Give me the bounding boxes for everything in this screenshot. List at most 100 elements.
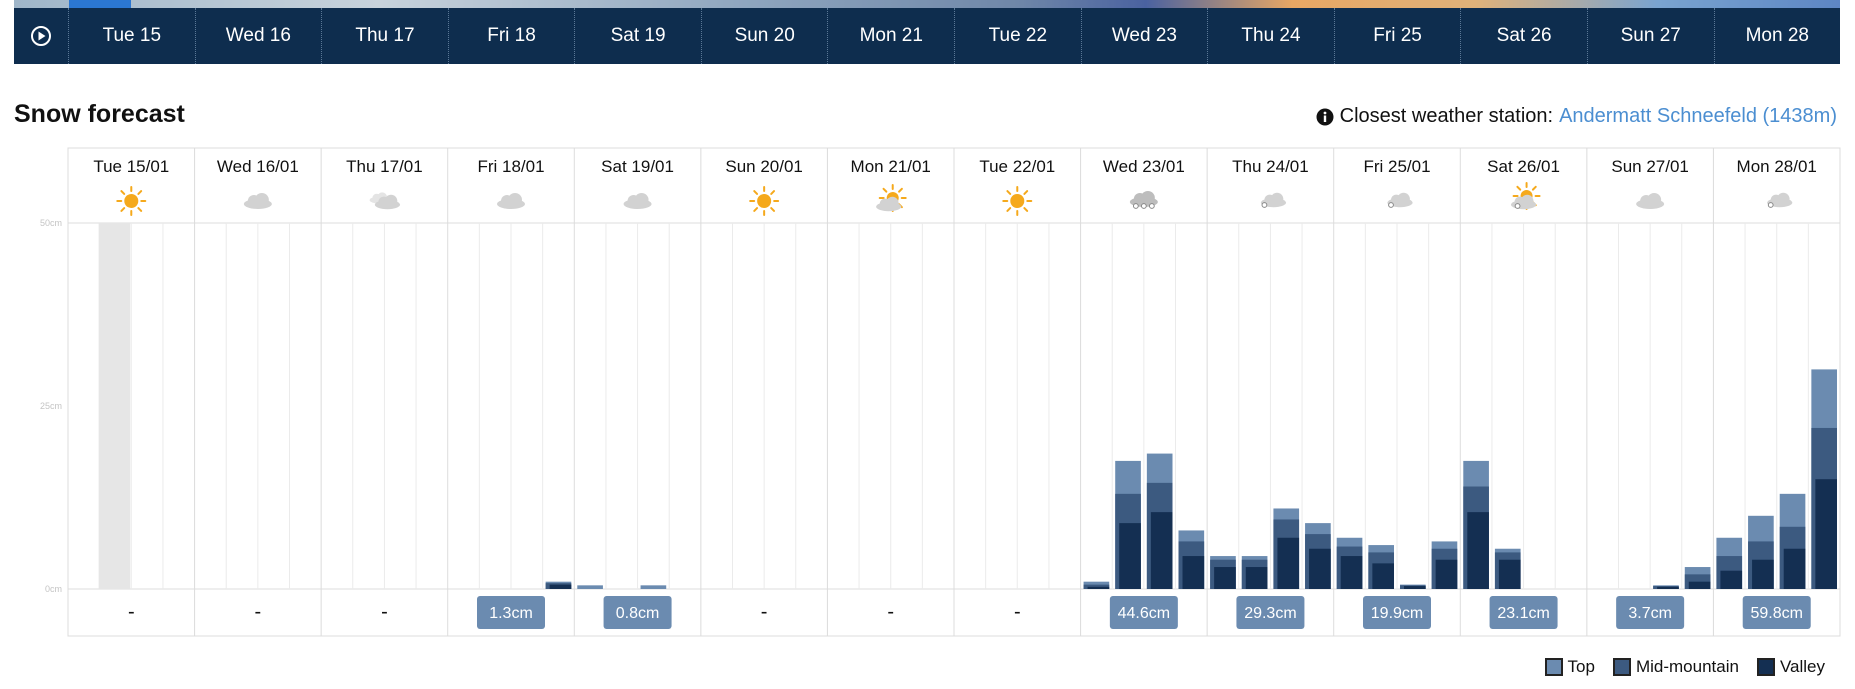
snow-bar-valley	[1404, 586, 1426, 589]
day-header-label: Mon 21/01	[851, 157, 931, 176]
cloud-icon	[243, 193, 272, 209]
timeline-day-tue-15[interactable]: Tue 15	[69, 8, 196, 64]
snow-cloud-icon	[1767, 192, 1793, 208]
snow-bar-top	[640, 585, 667, 589]
timeline-day-sun-27[interactable]: Sun 27	[1588, 8, 1715, 64]
play-button[interactable]	[14, 8, 69, 64]
timeline-day-tue-22[interactable]: Tue 22	[955, 8, 1082, 64]
snow-bar-valley	[1815, 479, 1837, 589]
legend-label-mid-mountain: Mid-mountain	[1635, 657, 1739, 676]
daily-total-value: 23.1cm	[1497, 605, 1549, 622]
legend-swatch-top	[1544, 658, 1563, 676]
daily-total-badge	[477, 596, 545, 629]
timeline-day-sat-19[interactable]: Sat 19	[575, 8, 702, 64]
map-selection-marker	[69, 0, 131, 8]
daily-total-badge	[1489, 596, 1558, 629]
legend-swatch-mid-mountain	[1612, 658, 1631, 676]
timeline-day-fri-18[interactable]: Fri 18	[449, 8, 576, 64]
day-header-label: Sat 19/01	[601, 157, 674, 176]
day-header-label: Sat 26/01	[1487, 157, 1560, 176]
y-tick-label: 50cm	[40, 218, 62, 228]
day-header-label: Wed 16/01	[217, 157, 299, 176]
sun-cloud-icon	[876, 184, 907, 212]
day-header-label: Mon 28/01	[1737, 157, 1817, 176]
snow-bar-top	[577, 585, 603, 589]
snow-bar-valley	[1182, 556, 1205, 589]
snow-bar-valley	[1498, 559, 1521, 589]
info-icon	[1316, 108, 1334, 125]
legend-label-top: Top	[1567, 657, 1595, 676]
snow-bar-valley	[1119, 523, 1141, 589]
station-label: Closest weather station:	[1339, 105, 1554, 127]
legend-item-valley: Valley	[1756, 657, 1825, 677]
cloud-icon	[497, 193, 525, 209]
daily-total-empty: -	[887, 601, 894, 623]
heavy-snow-icon	[1129, 191, 1158, 209]
day-column: Fri 18/01 1.3cm	[447, 148, 572, 636]
day-header-label: Sun 27/01	[1611, 157, 1689, 176]
sun-icon	[749, 186, 780, 216]
day-header-label: Fri 25/01	[1363, 157, 1430, 176]
daily-total-badge	[603, 596, 672, 629]
daily-total-empty: -	[761, 601, 768, 623]
legend-item-top: Top	[1544, 657, 1595, 677]
timeline-day-fri-25[interactable]: Fri 25	[1335, 8, 1462, 64]
sun-snow-icon	[1510, 182, 1541, 210]
map-strip	[14, 0, 1840, 8]
daily-total-value: 29.3cm	[1244, 605, 1296, 622]
day-header-label: Thu 17/01	[346, 157, 423, 176]
snow-bar-valley	[1309, 548, 1331, 589]
forecast-timeline: Tue 15 Wed 16 Thu 17 Fri 18 Sat 19 Sun 2…	[14, 8, 1840, 64]
snow-bar-valley	[1340, 556, 1363, 589]
daily-total-value: 44.6cm	[1118, 605, 1170, 622]
snow-bar-valley	[1435, 559, 1458, 589]
timeline-day-wed-16[interactable]: Wed 16	[196, 8, 323, 64]
legend-label-valley: Valley	[1779, 657, 1825, 676]
snow-bar-valley	[1214, 567, 1236, 589]
snow-bar-valley	[549, 584, 572, 589]
day-header-label: Sun 20/01	[725, 157, 803, 176]
daily-total-badge	[1616, 596, 1685, 629]
snow-bar-valley	[1277, 537, 1300, 589]
timeline-day-mon-21[interactable]: Mon 21	[828, 8, 956, 64]
timeline-day-thu-24[interactable]: Thu 24	[1208, 8, 1335, 64]
snow-cloud-icon	[1387, 192, 1413, 208]
day-column: Thu 24/01 29.3cm	[1206, 148, 1331, 636]
timeline-day-wed-23[interactable]: Wed 23	[1082, 8, 1209, 64]
day-column: Sun 20/01 -	[700, 148, 803, 636]
daily-total-empty: -	[1014, 601, 1021, 623]
snow-bar-valley	[1657, 586, 1679, 589]
day-header-label: Tue 15/01	[93, 157, 169, 176]
snow-bar-valley	[1150, 512, 1173, 589]
daily-total-badge	[1363, 596, 1431, 629]
day-header-label: Tue 22/01	[979, 157, 1055, 176]
legend-item-mid-mountain: Mid-mountain	[1612, 657, 1739, 677]
daily-total-value: 19.9cm	[1371, 605, 1423, 622]
daily-total-empty: -	[128, 601, 135, 623]
timeline-day-mon-28[interactable]: Mon 28	[1745, 25, 1809, 46]
day-column: Sat 19/01 0.8cm	[573, 148, 674, 636]
timeline-day-sun-20[interactable]: Sun 20	[702, 8, 829, 64]
daily-total-value: 3.7cm	[1628, 605, 1672, 622]
station-link[interactable]: Andermatt Schneefeld (1438m)	[1559, 105, 1837, 127]
snow-bar-valley	[1752, 559, 1774, 589]
timeline-day-thu-17[interactable]: Thu 17	[322, 8, 449, 64]
chart-legend: Top Mid-mountain Valley	[1544, 657, 1825, 677]
day-column: Tue 15/01 -	[93, 157, 169, 623]
sun-icon	[116, 186, 147, 216]
legend-swatch-valley	[1756, 658, 1775, 676]
play-icon	[31, 26, 51, 46]
snow-cloud-icon	[1260, 192, 1287, 208]
y-tick-label: 25cm	[40, 401, 62, 411]
current-slot-highlight	[98, 223, 131, 589]
daily-total-badge	[1236, 596, 1305, 629]
day-column: Wed 23/01 44.6cm	[1080, 148, 1205, 636]
y-tick-label: 0cm	[45, 584, 62, 594]
snow-bar-valley	[1372, 563, 1394, 589]
snow-bar-valley	[1467, 512, 1489, 589]
timeline-day-sat-26[interactable]: Sat 26	[1461, 8, 1588, 64]
snow-bar-mid	[1083, 584, 1110, 589]
daily-total-badge	[1109, 596, 1178, 629]
day-column: Thu 17/01 -	[320, 148, 423, 636]
